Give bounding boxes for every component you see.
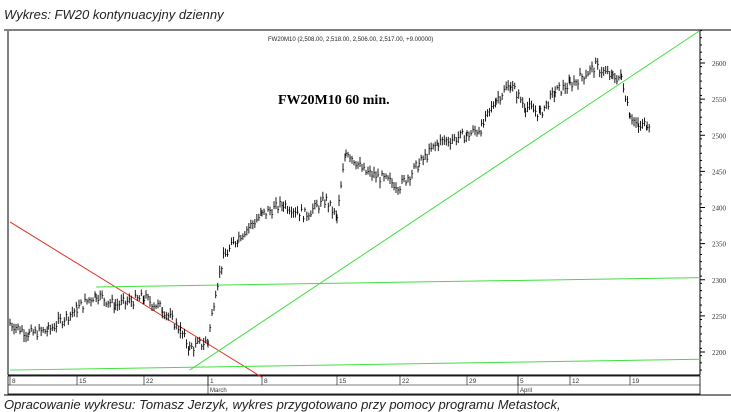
y-tick-label: 2250 (712, 313, 727, 321)
x-tick-label: 12 (572, 378, 580, 385)
trendline (9, 221, 263, 378)
x-tick-label: 22 (146, 378, 154, 385)
y-tick-label: 2350 (712, 241, 727, 249)
month-label: April (520, 388, 532, 394)
x-tick-label: 8 (264, 378, 268, 385)
x-tick-label: 1 (210, 378, 214, 385)
x-tick-label: 8 (12, 378, 16, 385)
x-tick-label: 19 (632, 378, 640, 385)
y-tick-label: 2600 (712, 60, 727, 68)
chart-title: Wykres: FW20 kontynuacyjny dzienny (4, 7, 224, 22)
trendline (189, 30, 701, 371)
footer-credit: Opracowanie wykresu: Tomasz Jerzyk, wykr… (4, 397, 561, 412)
y-tick-label: 2450 (712, 168, 727, 176)
y-tick-label: 2550 (712, 96, 727, 104)
chart-annotation: FW20M10 60 min. (278, 93, 390, 108)
x-tick-label: 15 (339, 378, 347, 385)
trendline (96, 277, 701, 288)
y-tick-label: 2200 (712, 349, 727, 357)
series-header: FW20M10 (2,508.00, 2,518.00, 2,506.00, 2… (268, 37, 433, 43)
y-tick-label: 2400 (712, 205, 727, 213)
x-tick-label: 15 (79, 378, 87, 385)
month-label: March (210, 388, 227, 394)
x-tick-label: 22 (402, 378, 410, 385)
x-tick-label: 29 (469, 378, 477, 385)
x-tick-label: 5 (520, 378, 524, 385)
trendline (9, 358, 701, 371)
y-tick-label: 2300 (712, 277, 727, 285)
price-bars (9, 57, 651, 357)
y-tick-label: 2500 (712, 132, 727, 140)
